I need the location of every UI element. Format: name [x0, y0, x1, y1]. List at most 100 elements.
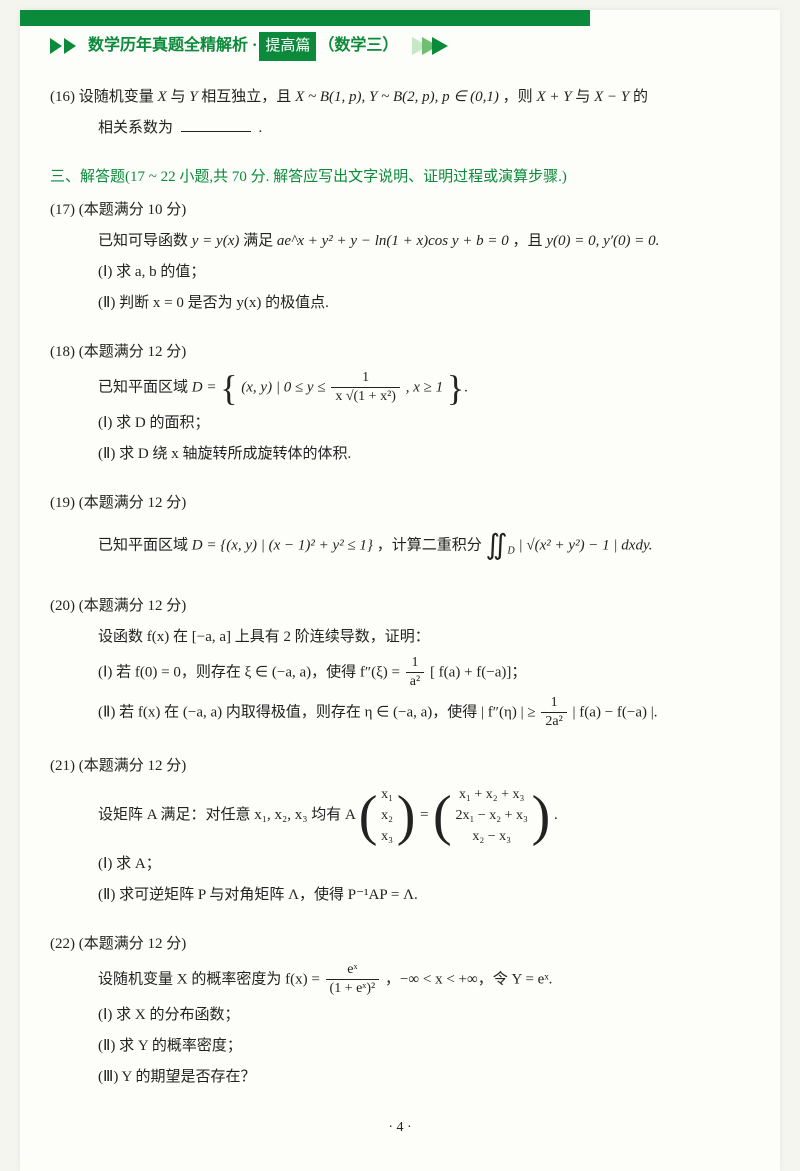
triangle-icon	[64, 38, 76, 54]
problem-22: (22) (本题满分 12 分) 设随机变量 X 的概率密度为 f(x) = e…	[50, 931, 750, 1091]
text: 已知平面区域	[98, 379, 192, 395]
equals: =	[419, 807, 433, 823]
vector-left: ( x₁ x₂ x₃ )	[359, 784, 416, 847]
page-header: 数学历年真题全精解析 · 提高篇 （数学三）	[50, 26, 750, 66]
problem-number: (22)	[50, 936, 75, 952]
text: ，则	[503, 89, 537, 105]
cell: x₁	[381, 784, 393, 805]
fraction: 1 x √(1 + x²)	[331, 370, 400, 406]
problem-20: (20) (本题满分 12 分) 设函数 f(x) 在 [−a, a] 上具有 …	[50, 593, 750, 731]
page-number: · 4 ·	[50, 1115, 750, 1140]
subpart-ii: (Ⅱ) 求可逆矩阵 P 与对角矩阵 Λ，使得 P⁻¹AP = Λ.	[98, 882, 750, 909]
numerator: eˣ	[326, 962, 380, 980]
math: X ~ B(1, p), Y ~ B(2, p), p ∈ (0,1)	[295, 89, 499, 105]
math: D = {(x, y) | (x − 1)² + y² ≤ 1}	[192, 538, 373, 554]
text: 相关系数为	[98, 120, 173, 136]
fraction: 1 2a²	[541, 695, 566, 731]
points: (本题满分 12 分)	[79, 936, 187, 952]
points: (本题满分 12 分)	[79, 598, 187, 614]
problem-21: (21) (本题满分 12 分) 设矩阵 A 满足：对任意 x₁, x₂, x₃…	[50, 753, 750, 909]
fraction: 1 a²	[406, 655, 424, 691]
numerator: 1	[541, 695, 566, 713]
subpart-i: (Ⅰ) 若 f(0) = 0，则存在 ξ ∈ (−a, a)，使得 f″(ξ) …	[98, 665, 404, 681]
fraction: eˣ (1 + eˣ)²	[326, 962, 380, 998]
integral-sub: D	[508, 546, 515, 557]
math: (x, y) | 0 ≤ y ≤	[241, 379, 329, 395]
text: .	[554, 807, 558, 823]
problem-17: (17) (本题满分 10 分) 已知可导函数 y = y(x) 满足 ae^x…	[50, 197, 750, 317]
math: , x ≥ 1	[406, 379, 443, 395]
subpart-i: (Ⅰ) 求 D 的面积；	[98, 410, 750, 437]
subpart-i: (Ⅰ) 求 X 的分布函数；	[98, 1002, 750, 1029]
numerator: 1	[331, 370, 400, 388]
subpart-ii: (Ⅱ) 若 f(x) 在 (−a, a) 内取得极值，则存在 η ∈ (−a, …	[98, 705, 539, 721]
header-badge: 提高篇	[259, 32, 316, 61]
denominator: a²	[406, 673, 424, 691]
cell: 2x₁ − x₂ + x₃	[455, 805, 527, 826]
text: ，计算二重积分	[377, 538, 482, 554]
math: X + Y	[536, 89, 571, 105]
text: | f(a) − f(−a) |.	[573, 705, 658, 721]
problem-number: (20)	[50, 598, 75, 614]
text: 与	[575, 89, 594, 105]
integral-icon: ∬	[485, 530, 507, 561]
math: y(0) = 0, y′(0) = 0.	[546, 233, 659, 249]
section-title: 三、解答题(17 ~ 22 小题,共 70 分. 解答应写出文字说明、证明过程或…	[50, 164, 750, 191]
text: 设矩阵 A 满足：对任意 x₁, x₂, x₃ 均有 A	[98, 807, 355, 823]
vector-right: ( x₁ + x₂ + x₃ 2x₁ − x₂ + x₃ x₂ − x₃ )	[433, 784, 550, 847]
brace-icon: {	[220, 368, 237, 408]
problem-19: (19) (本题满分 12 分) 已知平面区域 D = {(x, y) | (x…	[50, 490, 750, 571]
math: D =	[192, 379, 220, 395]
subpart-iii: (Ⅲ) Y 的期望是否存在？	[98, 1064, 750, 1091]
points: (本题满分 12 分)	[79, 758, 187, 774]
text: 与	[170, 89, 189, 105]
top-green-bar	[20, 10, 780, 26]
subpart-ii: (Ⅱ) 求 D 绕 x 轴旋转所成旋转体的体积.	[98, 441, 750, 468]
chevron-decor	[418, 37, 448, 55]
chevron-icon	[432, 37, 448, 55]
points: (本题满分 12 分)	[79, 344, 187, 360]
text: 设函数 f(x) 在 [−a, a] 上具有 2 阶连续导数，证明：	[98, 624, 750, 651]
problem-16: (16) 设随机变量 X 与 Y 相互独立，且 X ~ B(1, p), Y ~…	[50, 84, 750, 142]
brace-icon: }	[447, 368, 464, 408]
text: .	[259, 120, 263, 136]
math: X	[158, 89, 167, 105]
subpart-i: (Ⅰ) 求 a, b 的值；	[98, 259, 750, 286]
math: y = y(x)	[192, 233, 240, 249]
text: ，且	[513, 233, 547, 249]
math: ae^x + y² + y − ln(1 + x)cos y + b = 0	[277, 233, 509, 249]
subpart-i: (Ⅰ) 求 A；	[98, 851, 750, 878]
cell: x₃	[381, 826, 393, 847]
problem-number: (21)	[50, 758, 75, 774]
math: Y	[189, 89, 197, 105]
cell: x₂ − x₃	[455, 826, 527, 847]
problem-number: (16)	[50, 89, 75, 105]
answer-blank	[181, 117, 251, 132]
triangle-bullets	[50, 38, 78, 54]
problem-number: (18)	[50, 344, 75, 360]
problem-18: (18) (本题满分 12 分) 已知平面区域 D = { (x, y) | 0…	[50, 339, 750, 468]
cell: x₁ + x₂ + x₃	[455, 784, 527, 805]
header-title: 数学历年真题全精解析 ·	[88, 32, 257, 61]
text: 设随机变量	[79, 89, 158, 105]
subpart-ii: (Ⅱ) 求 Y 的概率密度；	[98, 1033, 750, 1060]
text: 相互独立，且	[201, 89, 295, 105]
denominator: x √(1 + x²)	[331, 388, 400, 406]
subpart-ii: (Ⅱ) 判断 x = 0 是否为 y(x) 的极值点.	[98, 290, 750, 317]
points: (本题满分 10 分)	[79, 202, 187, 218]
math: | √(x² + y²) − 1 | dxdy.	[519, 538, 653, 554]
text: ，−∞ < x < +∞，令 Y = eˣ.	[385, 972, 552, 988]
text: 已知平面区域	[98, 538, 192, 554]
triangle-icon	[50, 38, 62, 54]
text: 已知可导函数	[98, 233, 192, 249]
numerator: 1	[406, 655, 424, 673]
math: X − Y	[594, 89, 629, 105]
denominator: 2a²	[541, 713, 566, 731]
text: 的	[633, 89, 648, 105]
text: [ f(a) + f(−a)]；	[430, 665, 526, 681]
problem-number: (19)	[50, 495, 75, 511]
cell: x₂	[381, 805, 393, 826]
points: (本题满分 12 分)	[79, 495, 187, 511]
text: 设随机变量 X 的概率密度为 f(x) =	[98, 972, 324, 988]
text: 满足	[243, 233, 277, 249]
